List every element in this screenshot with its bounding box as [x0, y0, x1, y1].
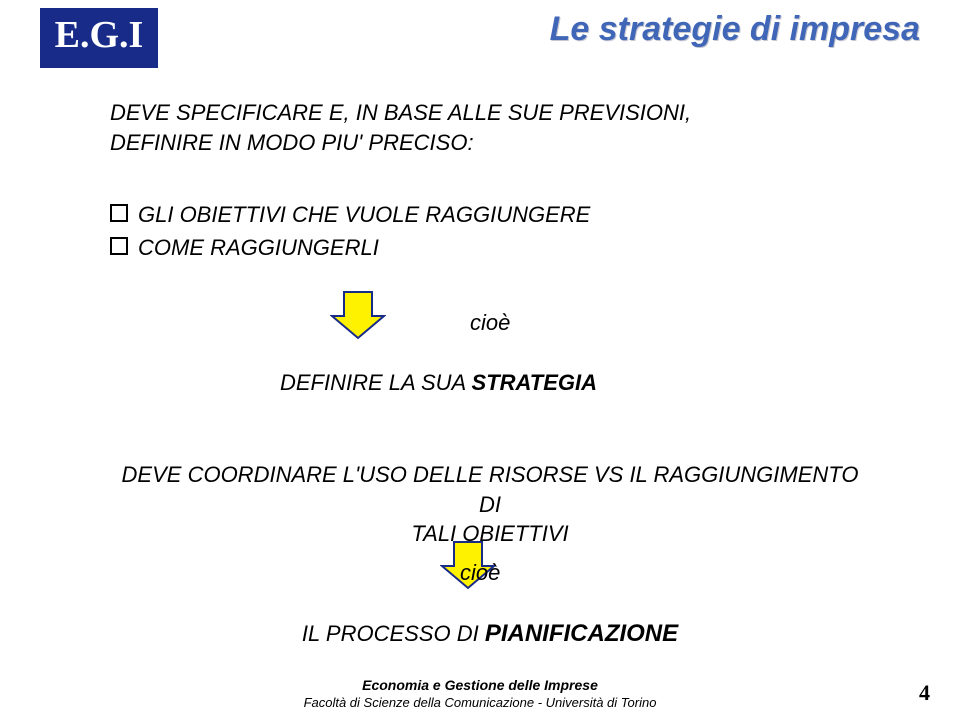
cioe-label-1: cioè	[470, 310, 510, 336]
coord-text: DEVE COORDINARE L'USO DELLE RISORSE VS I…	[110, 460, 870, 549]
bullet-list: GLI OBIETTIVI CHE VUOLE RAGGIUNGERE COME…	[110, 198, 890, 264]
bullet-item: COME RAGGIUNGERLI	[110, 231, 890, 264]
cioe-label-2: cioè	[460, 560, 500, 586]
definire-bold: STRATEGIA	[472, 370, 597, 395]
definire-pre: DEFINIRE LA SUA	[280, 370, 472, 395]
arrow-shape	[332, 292, 384, 338]
footer: Economia e Gestione delle Imprese Facolt…	[0, 677, 960, 710]
intro-line1: DEVE SPECIFICARE E, IN BASE ALLE SUE PRE…	[110, 100, 691, 125]
definire-text: DEFINIRE LA SUA STRATEGIA	[280, 370, 597, 396]
bullet-item: GLI OBIETTIVI CHE VUOLE RAGGIUNGERE	[110, 198, 890, 231]
page-number: 4	[919, 680, 930, 706]
coord-line1: DEVE COORDINARE L'USO DELLE RISORSE VS I…	[122, 462, 859, 517]
intro-line2: DEFINIRE IN MODO PIU' PRECISO:	[110, 130, 474, 155]
checkbox-icon	[110, 204, 128, 222]
checkbox-icon	[110, 237, 128, 255]
bullet-label: GLI OBIETTIVI CHE VUOLE RAGGIUNGERE	[138, 198, 590, 231]
footer-line2: Facoltà di Scienze della Comunicazione -…	[0, 695, 960, 710]
footer-line1: Economia e Gestione delle Imprese	[0, 677, 960, 693]
down-arrow-icon	[330, 290, 386, 340]
bullet-label: COME RAGGIUNGERLI	[138, 231, 379, 264]
header-title: Le strategie di impresa	[550, 10, 920, 49]
slide: E.G.I Le strategie di impresa DEVE SPECI…	[0, 0, 960, 716]
intro-text: DEVE SPECIFICARE E, IN BASE ALLE SUE PRE…	[110, 98, 890, 157]
processo-bold: PIANIFICAZIONE	[485, 620, 678, 647]
processo-pre: IL PROCESSO DI	[302, 621, 485, 646]
processo-text: IL PROCESSO DI PIANIFICAZIONE	[210, 620, 770, 648]
logo-text: E.G.I	[55, 13, 144, 57]
header-logo: E.G.I	[40, 8, 158, 68]
